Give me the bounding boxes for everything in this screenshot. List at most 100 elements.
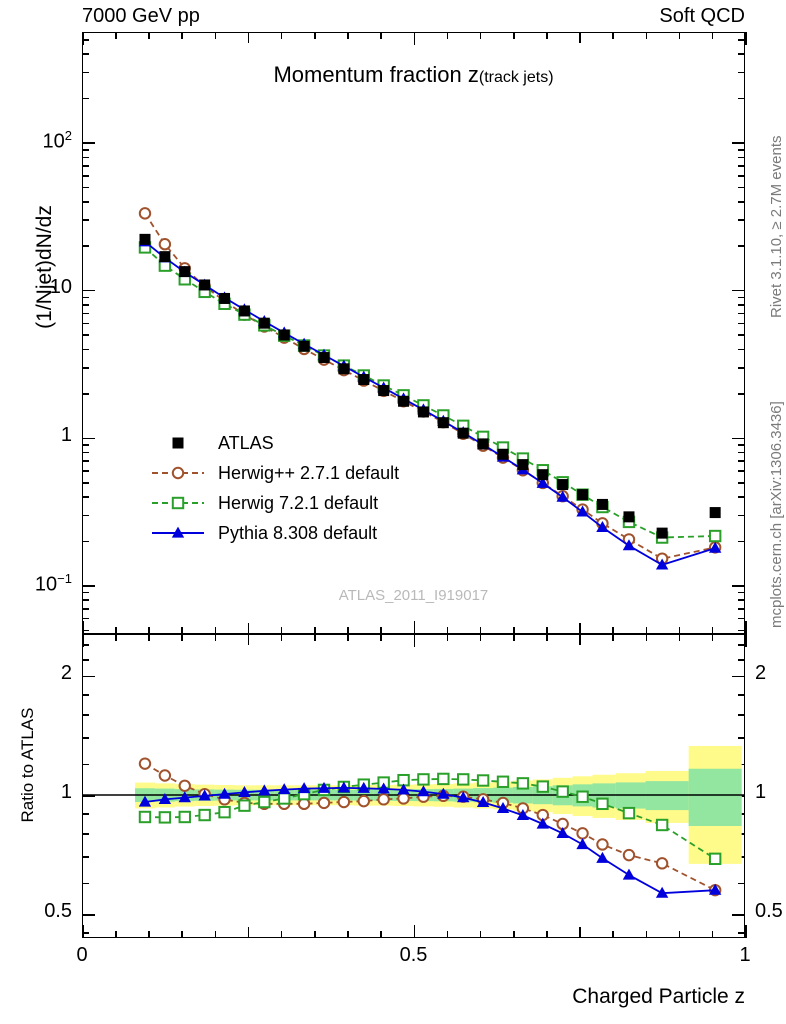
legend-label-herwigpp: Herwig++ 2.7.1 default [218,462,400,483]
axis-tick [82,496,89,498]
axis-tick [181,931,184,938]
data-point-marker [596,797,609,811]
data-point-marker [138,207,152,220]
axis-tick [738,659,745,661]
axis-tick [738,617,745,620]
axis-tick [82,514,89,517]
axis-tick [732,585,745,587]
axis-tick [347,627,349,634]
legend-entry-atlas[interactable]: ATLAS [150,428,410,458]
axis-tick [82,245,89,248]
axis-tick [82,97,89,100]
data-point-marker [218,787,231,799]
data-point-marker [357,781,370,793]
data-point-marker [377,782,390,794]
axis-tick [738,367,745,369]
ratio-y-tick-label-right-0: 2 [755,661,767,684]
axis-tick [738,714,745,716]
axis-tick [678,627,681,634]
axis-tick [82,437,95,440]
uncertainty-band-inner [688,768,742,827]
axis-tick [82,925,84,938]
legend-key-graphic [152,466,204,480]
data-point-marker [278,783,291,795]
axis-tick [380,931,382,938]
axis-tick [82,296,89,299]
data-point-marker [536,476,549,488]
axis-tick [711,931,714,938]
x-tick-label-0.5: 0.5 [399,944,428,966]
ratio-y-tick-label-left-2: 0.5 [44,900,72,923]
legend-key-pythia [150,522,206,544]
axis-tick [148,634,150,641]
axis-tick [645,931,648,938]
axis-tick [738,71,745,74]
axis-tick [738,629,745,632]
axis-tick [82,599,89,601]
data-point-marker [139,233,151,245]
axis-tick [82,334,89,336]
data-point-marker [556,785,569,798]
axis-tick [745,925,747,938]
axis-tick [479,627,482,634]
data-point-marker [576,827,589,840]
data-point-marker [397,792,410,805]
data-point-marker [297,782,311,794]
axis-tick [738,165,745,167]
axis-tick [314,627,316,634]
data-point-marker [437,772,450,786]
axis-tick [82,763,89,766]
axis-tick [214,634,217,641]
axis-tick [82,322,89,325]
axis-tick [738,932,745,934]
axis-tick [82,460,89,462]
data-point-marker [258,784,271,796]
axis-tick [181,634,184,641]
axis-tick [214,627,217,634]
axis-tick [738,348,745,351]
data-point-marker [179,266,191,278]
axis-tick [82,175,89,177]
legend-entry-pythia[interactable]: Pythia 8.308 default [150,518,410,548]
data-point-marker [318,352,330,364]
axis-tick [280,627,283,634]
ratio-clip-group [83,745,744,898]
axis-tick [181,32,184,39]
axis-tick [645,634,648,641]
data-point-marker [417,785,430,797]
data-point-marker [158,811,172,824]
axis-tick [82,914,95,916]
data-point-marker [596,498,608,510]
axis-tick [82,149,89,151]
axis-tick [82,882,89,885]
legend-key-herwigpp [150,462,206,484]
axis-tick [82,629,89,632]
axis-tick [612,634,614,641]
data-point-marker [655,558,669,570]
axis-tick [314,931,316,938]
axis-tick [745,634,747,647]
axis-tick [82,289,95,292]
data-point-marker [596,520,609,532]
page-title: Momentum fraction z(track jets) [82,62,745,88]
axis-tick [82,219,89,222]
data-point-marker [457,427,469,439]
legend-entry-herwigpp[interactable]: Herwig++ 2.7.1 default [150,458,410,488]
plot-title-main: Momentum fraction z [273,62,479,87]
data-point-marker [476,774,490,787]
legend-entry-herwig7[interactable]: Herwig 7.2.1 default [150,488,410,518]
data-point-marker [477,438,489,450]
data-point-marker [437,787,450,799]
axis-tick [479,32,482,39]
axis-tick [82,32,84,45]
data-point-marker [516,809,530,821]
axis-tick [579,927,581,938]
series-line [144,246,716,539]
axis-tick [82,833,89,835]
data-point-marker [596,838,609,851]
data-point-marker [577,489,589,501]
data-point-marker [158,792,172,804]
axis-tick [347,32,349,39]
axis-tick [512,627,515,634]
axis-tick [711,32,714,39]
